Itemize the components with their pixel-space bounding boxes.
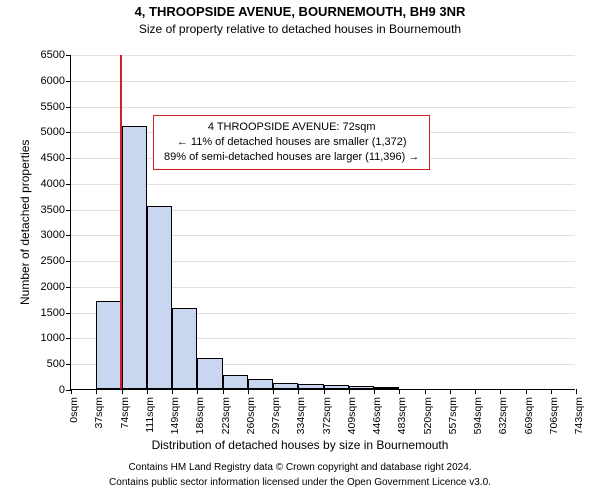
x-tick-mark [349,389,350,394]
x-tick-mark [450,389,451,394]
x-tick-label: 557sqm [443,397,459,434]
property-callout-box: 4 THROOPSIDE AVENUE: 72sqm ← 11% of deta… [153,115,430,170]
x-tick-mark [71,389,72,394]
x-tick-mark [96,389,97,394]
x-tick-label: 446sqm [367,397,383,434]
x-tick-mark [172,389,173,394]
callout-line-1: 4 THROOPSIDE AVENUE: 72sqm [164,120,419,135]
y-tick-label: 2000 [41,281,71,293]
y-tick-label: 3000 [41,229,71,241]
attribution-line-1: Contains HM Land Registry data © Crown c… [0,462,600,473]
histogram-bar [122,126,147,389]
gridline [71,81,575,82]
x-tick-label: 632sqm [493,397,509,434]
histogram-bar [374,387,399,389]
x-tick-label: 149sqm [165,397,181,434]
x-tick-mark [223,389,224,394]
x-tick-mark [298,389,299,394]
attribution-line-2: Contains public sector information licen… [0,477,600,488]
histogram-bar [96,301,121,389]
x-tick-mark [374,389,375,394]
y-tick-label: 1500 [41,307,71,319]
x-tick-mark [551,389,552,394]
x-tick-label: 74sqm [115,397,131,429]
histogram-bar [324,385,349,389]
y-tick-label: 5500 [41,101,71,113]
x-tick-mark [500,389,501,394]
x-tick-mark [197,389,198,394]
x-tick-label: 483sqm [392,397,408,434]
histogram-bar [223,375,248,389]
x-tick-label: 297sqm [266,397,282,434]
x-tick-mark [526,389,527,394]
chart-title: 4, THROOPSIDE AVENUE, BOURNEMOUTH, BH9 3… [0,4,600,19]
histogram-bar [197,358,222,389]
histogram-bar [248,379,273,389]
x-tick-mark [248,389,249,394]
x-tick-mark [273,389,274,394]
x-tick-label: 334sqm [291,397,307,434]
y-tick-label: 0 [59,384,71,396]
gridline [71,107,575,108]
x-tick-label: 0sqm [64,397,80,423]
y-tick-label: 3500 [41,204,71,216]
y-tick-label: 2500 [41,255,71,267]
y-tick-label: 5000 [41,126,71,138]
x-tick-label: 37sqm [89,397,105,429]
x-tick-label: 706sqm [544,397,560,434]
x-tick-mark [399,389,400,394]
y-tick-label: 500 [47,358,71,370]
x-tick-label: 372sqm [317,397,333,434]
x-tick-mark [324,389,325,394]
y-tick-label: 4000 [41,178,71,190]
chart-subtitle: Size of property relative to detached ho… [0,22,600,36]
plot-area: 0500100015002000250030003500400045005000… [70,55,575,390]
x-tick-label: 111sqm [140,397,156,433]
x-tick-label: 409sqm [342,397,358,434]
x-tick-label: 520sqm [418,397,434,434]
y-tick-label: 6500 [41,49,71,61]
x-tick-label: 594sqm [468,397,484,434]
x-tick-mark [122,389,123,394]
x-axis-label: Distribution of detached houses by size … [0,438,600,452]
chart-container: 4, THROOPSIDE AVENUE, BOURNEMOUTH, BH9 3… [0,0,600,500]
y-tick-label: 4500 [41,152,71,164]
callout-line-2: ← 11% of detached houses are smaller (1,… [164,135,419,150]
x-tick-label: 260sqm [241,397,257,434]
property-marker-line [120,55,122,389]
x-tick-label: 669sqm [519,397,535,434]
histogram-bar [273,383,298,389]
y-tick-label: 6000 [41,75,71,87]
y-axis-label: Number of detached properties [18,140,32,305]
x-tick-mark [147,389,148,394]
histogram-bar [298,384,323,389]
x-tick-label: 186sqm [190,397,206,434]
histogram-bar [147,206,172,389]
x-tick-mark [475,389,476,394]
y-tick-label: 1000 [41,332,71,344]
histogram-bar [349,386,374,389]
x-tick-label: 223sqm [216,397,232,434]
x-tick-mark [576,389,577,394]
gridline [71,55,575,56]
callout-line-3: 89% of semi-detached houses are larger (… [164,150,419,165]
x-tick-mark [425,389,426,394]
histogram-bar [172,308,197,389]
x-tick-label: 743sqm [569,397,585,434]
